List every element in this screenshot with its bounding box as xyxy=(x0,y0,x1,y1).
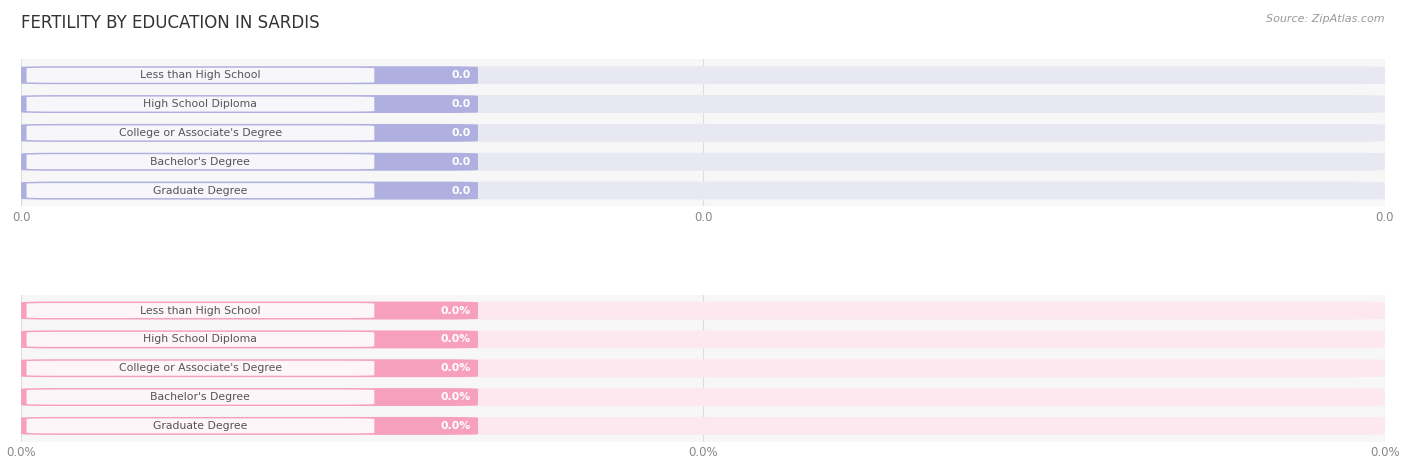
FancyBboxPatch shape xyxy=(21,124,478,142)
FancyBboxPatch shape xyxy=(27,154,374,169)
Text: 0.0%: 0.0% xyxy=(441,363,471,373)
FancyBboxPatch shape xyxy=(27,303,374,318)
FancyBboxPatch shape xyxy=(27,96,374,112)
Text: FERTILITY BY EDUCATION IN SARDIS: FERTILITY BY EDUCATION IN SARDIS xyxy=(21,14,319,32)
Text: 0.0: 0.0 xyxy=(451,70,471,80)
Text: Graduate Degree: Graduate Degree xyxy=(153,186,247,196)
FancyBboxPatch shape xyxy=(27,361,374,376)
FancyBboxPatch shape xyxy=(27,68,374,83)
FancyBboxPatch shape xyxy=(21,124,1385,142)
FancyBboxPatch shape xyxy=(27,332,374,347)
FancyBboxPatch shape xyxy=(21,181,478,200)
Text: 0.0%: 0.0% xyxy=(441,334,471,344)
FancyBboxPatch shape xyxy=(27,183,374,198)
FancyBboxPatch shape xyxy=(21,417,478,435)
Text: Less than High School: Less than High School xyxy=(141,305,260,315)
FancyBboxPatch shape xyxy=(27,125,374,141)
Text: 0.0%: 0.0% xyxy=(441,392,471,402)
FancyBboxPatch shape xyxy=(21,153,478,171)
FancyBboxPatch shape xyxy=(21,359,478,377)
FancyBboxPatch shape xyxy=(21,388,1385,406)
FancyBboxPatch shape xyxy=(21,302,478,320)
FancyBboxPatch shape xyxy=(21,359,1385,377)
Text: High School Diploma: High School Diploma xyxy=(143,334,257,344)
Text: Source: ZipAtlas.com: Source: ZipAtlas.com xyxy=(1267,14,1385,24)
Text: High School Diploma: High School Diploma xyxy=(143,99,257,109)
FancyBboxPatch shape xyxy=(21,181,1385,200)
Text: Graduate Degree: Graduate Degree xyxy=(153,421,247,431)
FancyBboxPatch shape xyxy=(21,66,1385,84)
Text: Bachelor's Degree: Bachelor's Degree xyxy=(150,392,250,402)
FancyBboxPatch shape xyxy=(21,331,478,348)
Text: Bachelor's Degree: Bachelor's Degree xyxy=(150,157,250,167)
Text: Less than High School: Less than High School xyxy=(141,70,260,80)
Text: 0.0: 0.0 xyxy=(451,186,471,196)
Text: 0.0%: 0.0% xyxy=(441,421,471,431)
FancyBboxPatch shape xyxy=(21,302,1385,320)
FancyBboxPatch shape xyxy=(21,95,478,113)
Text: 0.0: 0.0 xyxy=(451,128,471,138)
Text: College or Associate's Degree: College or Associate's Degree xyxy=(120,363,283,373)
Text: 0.0%: 0.0% xyxy=(441,305,471,315)
Text: 0.0: 0.0 xyxy=(451,157,471,167)
FancyBboxPatch shape xyxy=(21,331,1385,348)
FancyBboxPatch shape xyxy=(27,390,374,405)
FancyBboxPatch shape xyxy=(21,95,1385,113)
FancyBboxPatch shape xyxy=(21,388,478,406)
Text: College or Associate's Degree: College or Associate's Degree xyxy=(120,128,283,138)
FancyBboxPatch shape xyxy=(21,66,478,84)
FancyBboxPatch shape xyxy=(27,418,374,433)
FancyBboxPatch shape xyxy=(21,417,1385,435)
FancyBboxPatch shape xyxy=(21,153,1385,171)
Text: 0.0: 0.0 xyxy=(451,99,471,109)
